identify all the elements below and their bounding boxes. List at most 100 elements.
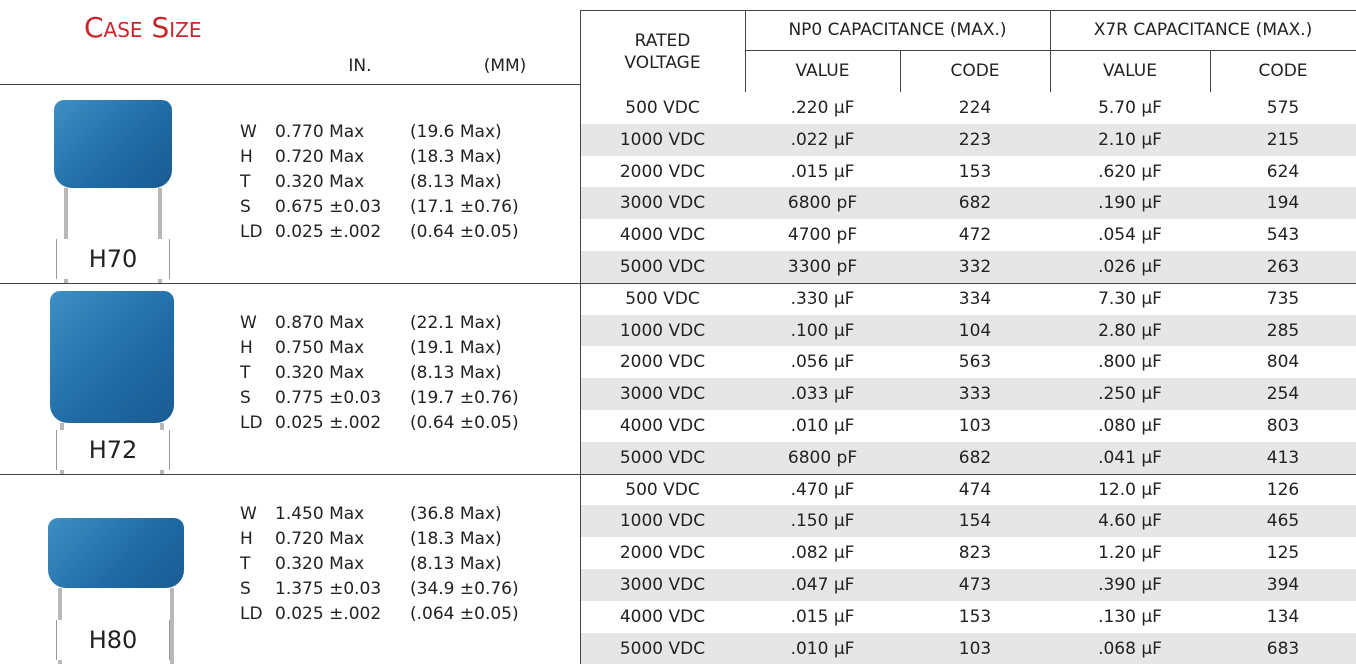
cap-code: 224 [958,98,992,118]
dim-in: 0.320 Max [275,362,365,383]
cap-value: .026 µF [1098,257,1162,277]
dim-mm: (18.3 Max) [410,147,502,167]
header-box [580,10,1356,92]
dim-letter: W [240,122,257,142]
voltage: 1000 VDC [619,129,706,150]
dim-letter: LD [240,412,263,433]
dim-mm: (19.7 ±0.76) [410,387,519,408]
row-shade [581,251,1356,283]
cap-value: 12.0 µF [1098,479,1162,500]
voltage: 3000 VDC [619,575,706,595]
row-shade [581,378,1356,410]
dim-in: 0.720 Max [275,528,365,549]
cap-value: .010 µF [790,638,855,659]
cap-code: 285 [1266,320,1300,341]
cap-code: 125 [1266,543,1300,564]
dim-in: 0.775 ±0.03 [275,387,382,408]
cap-value: 2.80 µF [1098,320,1162,341]
dim-mm: (8.13 Max) [410,172,502,192]
dim-mm: (34.9 ±0.76) [410,578,519,599]
cap-value: .470 µF [790,479,855,500]
dim-letter: LD [240,222,263,242]
dim-letter: T [240,553,251,574]
cap-value: 6800 pF [787,193,858,214]
row-shade [581,187,1356,220]
dim-in: 0.025 ±.002 [275,222,382,242]
dim-letter: H [240,528,253,549]
row-shade [581,632,1356,664]
group-rule [0,473,1356,475]
cap-code: 465 [1266,511,1300,532]
dim-mm: (17.1 ±0.76) [410,197,519,217]
divider [745,10,746,92]
row-shade [581,123,1356,156]
case-label: H70 [56,238,170,279]
cap-code: 254 [1266,384,1300,405]
cap-code: 413 [1266,447,1300,468]
dim-mm: (22.1 Max) [410,312,502,333]
voltage: 4000 VDC [619,225,706,246]
dim-mm: (8.13 Max) [410,553,502,574]
x7r-header: X7R CAPACITANCE (MAX.) [1093,20,1313,40]
voltage: 5000 VDC [619,257,706,277]
cap-code: 333 [958,384,992,405]
cap-code: 332 [958,257,992,277]
dim-in: 1.450 Max [275,503,365,524]
cap-value: .047 µF [790,575,855,595]
rated-voltage-header: RATED VOLTAGE [624,31,701,73]
cap-code: 803 [1266,416,1300,436]
voltage: 2000 VDC [619,543,706,564]
dim-in: 0.320 Max [275,553,365,574]
cap-code: 575 [1266,98,1300,118]
in-header: IN. [348,56,372,76]
lead [64,188,68,283]
dim-in: 0.750 Max [275,337,365,358]
cap-code: 104 [958,320,992,341]
voltage: 4000 VDC [619,416,706,436]
cap-value: .041 µF [1098,447,1162,468]
group-rule [0,282,1356,284]
cap-code: 223 [958,129,992,150]
dim-letter: T [240,172,251,192]
rule [0,84,580,85]
cap-code: 194 [1266,193,1300,214]
cap-code: 153 [958,161,992,182]
dim-letter: H [240,147,253,167]
dim-in: 0.025 ±.002 [275,412,382,433]
cap-value: 4.60 µF [1098,511,1162,532]
voltage: 500 VDC [625,479,700,500]
divider [900,50,901,92]
cap-value: .130 µF [1098,606,1162,627]
divider [745,50,1356,51]
cap-code: 126 [1266,479,1300,500]
voltage: 1000 VDC [619,511,706,532]
cap-code: 153 [958,606,992,627]
cap-value: .250 µF [1098,384,1162,405]
cap-code: 624 [1266,161,1300,182]
column-rule [580,92,581,664]
dim-mm: (8.13 Max) [410,362,502,383]
cap-value: .620 µF [1098,161,1162,182]
dim-letter: W [240,503,257,524]
dim-in: 0.720 Max [275,147,365,167]
dim-letter: LD [240,603,263,624]
cap-value: 4700 pF [787,225,858,246]
voltage: 500 VDC [625,98,700,118]
dim-in: 0.320 Max [275,172,365,192]
dim-mm: (18.3 Max) [410,528,502,549]
voltage: 2000 VDC [619,161,706,182]
cap-value: .080 µF [1098,416,1162,436]
voltage: 500 VDC [625,288,700,309]
voltage: 4000 VDC [619,606,706,627]
cap-code: 823 [958,543,992,564]
cap-code: 263 [1266,257,1300,277]
cap-value: .015 µF [790,161,855,182]
voltage: 2000 VDC [619,352,706,373]
cap-value: .082 µF [790,543,855,564]
dim-mm: (.064 ±0.05) [410,603,519,624]
cap-value: 3300 pF [787,257,858,277]
code-header: CODE [1258,61,1308,81]
cap-value: 1.20 µF [1098,543,1162,564]
cap-code: 103 [958,638,992,659]
